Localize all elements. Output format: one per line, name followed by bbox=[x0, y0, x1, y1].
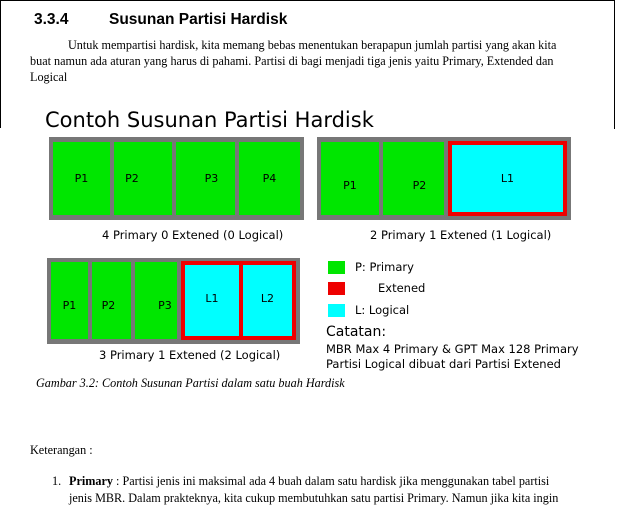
partition-type-list: 1. Primary : Partisi jenis ini maksimal … bbox=[52, 473, 572, 507]
partition-p3: P3 bbox=[135, 262, 177, 339]
note-line: MBR Max 4 Primary & GPT Max 128 Primary bbox=[326, 342, 579, 356]
note-line: Partisi Logical dibuat dari Partisi Exte… bbox=[326, 357, 561, 371]
logical-separator bbox=[239, 265, 243, 336]
diagram-4-primary: P1 P2 P3 P4 bbox=[49, 137, 304, 220]
keterangan-label: Keterangan : bbox=[30, 443, 93, 457]
list-marker: 1. bbox=[52, 474, 62, 488]
legend-label-primary: P: Primary bbox=[355, 260, 414, 274]
figure-caption: Gambar 3.2: Contoh Susunan Partisi dalam… bbox=[36, 376, 345, 390]
diagram-1-caption: 4 Primary 0 Extened (0 Logical) bbox=[102, 228, 284, 242]
legend-label-extended: Extened bbox=[378, 281, 426, 295]
diagram-2-caption: 2 Primary 1 Extened (1 Logical) bbox=[370, 228, 552, 242]
intro-paragraph: Untuk mempartisi hardisk, kita memang be… bbox=[30, 38, 557, 84]
partition-l1: L1 bbox=[185, 265, 239, 336]
section-title: Susunan Partisi Hardisk bbox=[109, 11, 288, 28]
legend-logical: L: Logical bbox=[328, 303, 409, 317]
partition-p1: P1 bbox=[51, 262, 88, 339]
section-heading: 3.3.4 Susunan Partisi Hardisk bbox=[34, 11, 287, 29]
diagram-3-primary-1-extended: P1 P2 P3 L1 L2 bbox=[47, 258, 300, 344]
partition-l2: L2 bbox=[243, 265, 292, 336]
partition-p4: P4 bbox=[239, 142, 300, 215]
partition-p2: P2 bbox=[114, 142, 172, 215]
diagram-3-caption: 3 Primary 1 Extened (2 Logical) bbox=[99, 348, 281, 362]
extended-partition: L1 bbox=[448, 141, 567, 216]
partition-p2: P2 bbox=[383, 142, 444, 215]
legend-swatch-extended bbox=[328, 281, 345, 295]
list-term: Primary bbox=[69, 474, 113, 488]
partition-p1: P1 bbox=[321, 142, 379, 215]
section-number: 3.3.4 bbox=[34, 11, 69, 28]
legend-primary: P: Primary bbox=[328, 260, 414, 274]
legend-swatch-logical bbox=[328, 303, 345, 317]
note-title: Catatan: bbox=[326, 324, 387, 340]
partition-p1: P1 bbox=[53, 142, 110, 215]
list-text: : Partisi jenis ini maksimal ada 4 buah … bbox=[69, 474, 559, 505]
extended-partition: L1 L2 bbox=[181, 261, 296, 340]
legend-swatch-primary bbox=[328, 260, 345, 274]
list-item: 1. Primary : Partisi jenis ini maksimal … bbox=[52, 473, 572, 507]
legend-label-logical: L: Logical bbox=[355, 303, 410, 317]
partition-figure: Contoh Susunan Partisi Hardisk P1 P2 P3 … bbox=[34, 104, 594, 371]
legend-extended: Extened bbox=[328, 281, 425, 295]
partition-l1: L1 bbox=[452, 145, 563, 212]
partition-p3: P3 bbox=[176, 142, 235, 215]
page-border-left bbox=[0, 0, 1, 128]
partition-p2: P2 bbox=[92, 262, 131, 339]
diagram-2-primary-1-extended: P1 P2 L1 bbox=[317, 137, 571, 220]
figure-title: Contoh Susunan Partisi Hardisk bbox=[45, 108, 374, 132]
